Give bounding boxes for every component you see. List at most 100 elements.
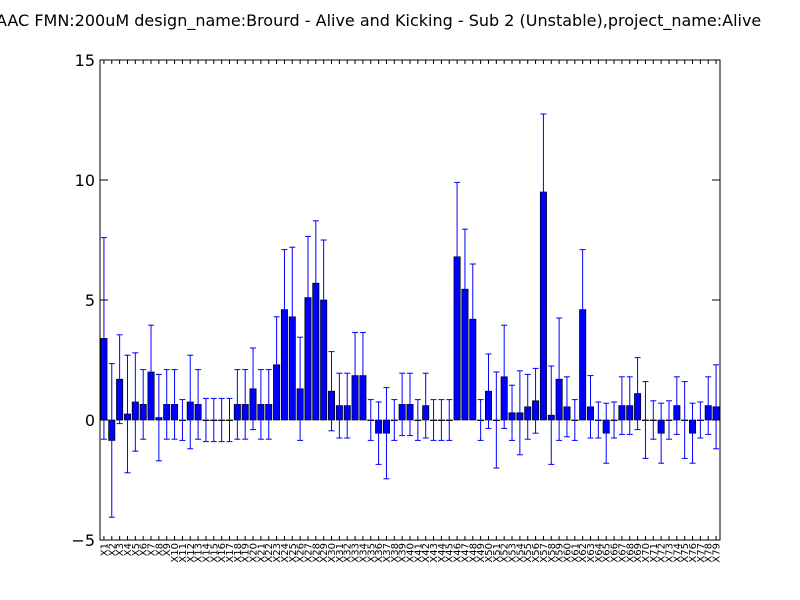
x-axis: X1X2X3X4X5X6X7X8X9X10X11X12X13X14X15X16X… <box>99 60 723 563</box>
errorbar-X54 <box>516 370 523 456</box>
errorbar-X77 <box>697 401 704 439</box>
x-tick-label-X11: X11 <box>178 543 189 563</box>
errorbar-X57 <box>540 113 547 271</box>
errorbar-X6 <box>140 369 147 440</box>
y-axis: −5 0 5 10 15 <box>71 51 720 550</box>
x-tick-label-X74: X74 <box>672 543 683 563</box>
errorbar-X64 <box>595 401 602 439</box>
errorbar-X32 <box>344 372 351 439</box>
x-tick-label-X9: X9 <box>162 543 173 556</box>
chart-title: AAC FMN:200uM design_name:Brourd - Alive… <box>0 11 761 31</box>
x-tick-label-X42: X42 <box>421 543 432 563</box>
errorbar-X18 <box>234 369 241 440</box>
errorbar-X34 <box>359 331 366 420</box>
x-tick-label-X55: X55 <box>523 543 534 563</box>
y-tick-label-1: 0 <box>85 411 95 430</box>
errorbar-X71 <box>650 400 657 440</box>
errorbar-X14 <box>202 397 209 443</box>
x-tick-label-X26: X26 <box>296 543 307 563</box>
errorbar-X4 <box>124 354 131 474</box>
errorbar-X9 <box>163 369 170 440</box>
errorbar-X27 <box>304 235 311 360</box>
x-tick-label-X16: X16 <box>217 543 228 563</box>
x-tick-label-X79: X79 <box>712 543 723 563</box>
x-tick-label-X67: X67 <box>617 543 628 563</box>
x-tick-label-X57: X57 <box>539 543 550 563</box>
errorbar-X39 <box>399 372 406 437</box>
x-tick-label-X10: X10 <box>170 543 181 563</box>
x-tick-label-X13: X13 <box>194 543 205 563</box>
errorbar-X2 <box>108 363 115 518</box>
errorbar-X60 <box>563 376 570 438</box>
errorbar-X49 <box>477 399 484 441</box>
x-tick-label-X68: X68 <box>625 543 636 563</box>
errorbar-X11 <box>179 399 186 441</box>
errorbar-X5 <box>132 352 139 452</box>
x-tick-label-X21: X21 <box>256 543 267 563</box>
errorbar-X12 <box>187 354 194 450</box>
errorbar-X46 <box>454 181 461 332</box>
errorbar-X55 <box>524 373 531 440</box>
errorbar-X30 <box>328 351 335 432</box>
x-tick-label-X49: X49 <box>476 543 487 563</box>
x-tick-label-X5: X5 <box>131 543 142 556</box>
errorbar-X26 <box>297 336 304 441</box>
errorbar-X69 <box>634 357 641 431</box>
x-tick-label-X53: X53 <box>508 543 519 563</box>
x-tick-label-X33: X33 <box>351 543 362 563</box>
errorbar-X79 <box>713 364 720 450</box>
errorbar-X44 <box>438 399 445 441</box>
x-tick-label-X14: X14 <box>201 543 212 563</box>
errorbar-X38 <box>391 399 398 441</box>
errorbar-X78 <box>705 376 712 435</box>
errorbar-X19 <box>242 369 249 440</box>
x-tick-label-X65: X65 <box>602 543 613 563</box>
errorbar-X24 <box>281 249 288 371</box>
errorbar-X45 <box>446 399 453 441</box>
errorbar-X51 <box>493 371 500 469</box>
errorbar-X66 <box>611 401 618 439</box>
errorbar-X41 <box>414 399 421 441</box>
x-tick-label-X32: X32 <box>343 543 354 563</box>
x-tick-label-X38: X38 <box>390 543 401 563</box>
errorbar-X25 <box>289 246 296 387</box>
x-tick-label-X15: X15 <box>209 543 220 563</box>
x-tick-label-X27: X27 <box>303 543 314 563</box>
x-tick-label-X78: X78 <box>704 543 715 563</box>
x-tick-label-X6: X6 <box>139 543 150 556</box>
x-tick-label-X76: X76 <box>688 543 699 563</box>
errorbar-X15 <box>210 397 217 443</box>
errorbars-group <box>100 113 720 518</box>
x-tick-label-X58: X58 <box>547 543 558 563</box>
x-tick-label-X47: X47 <box>460 543 471 563</box>
errorbar-X3 <box>116 334 123 425</box>
errorbar-X72 <box>658 402 665 464</box>
errorbar-X76 <box>689 402 696 464</box>
x-tick-label-X36: X36 <box>374 543 385 563</box>
x-tick-label-X30: X30 <box>327 543 338 563</box>
x-tick-label-X45: X45 <box>445 543 456 563</box>
x-tick-label-X63: X63 <box>586 543 597 563</box>
errorbar-X31 <box>336 372 343 439</box>
errorbar-X50 <box>485 353 492 429</box>
x-tick-label-X17: X17 <box>225 543 236 563</box>
x-tick-label-X41: X41 <box>413 543 424 563</box>
errorbar-X59 <box>556 317 563 441</box>
errorbar-X13 <box>195 369 202 440</box>
errorbar-X23 <box>273 316 280 414</box>
y-tick-label-2: 5 <box>85 291 95 310</box>
x-tick-label-X62: X62 <box>578 543 589 563</box>
x-tick-label-X18: X18 <box>233 543 244 563</box>
x-tick-label-X70: X70 <box>641 543 652 563</box>
x-tick-label-X31: X31 <box>335 543 346 563</box>
x-tick-label-X40: X40 <box>406 543 417 563</box>
x-tick-label-X71: X71 <box>649 543 660 563</box>
y-tick-label-3: 10 <box>75 171 95 190</box>
x-tick-label-X46: X46 <box>453 543 464 563</box>
x-tick-label-X61: X61 <box>570 543 581 563</box>
errorbar-X7 <box>148 324 155 420</box>
x-tick-label-X77: X77 <box>696 543 707 563</box>
x-tick-label-X66: X66 <box>610 543 621 563</box>
x-tick-label-X56: X56 <box>531 543 542 563</box>
